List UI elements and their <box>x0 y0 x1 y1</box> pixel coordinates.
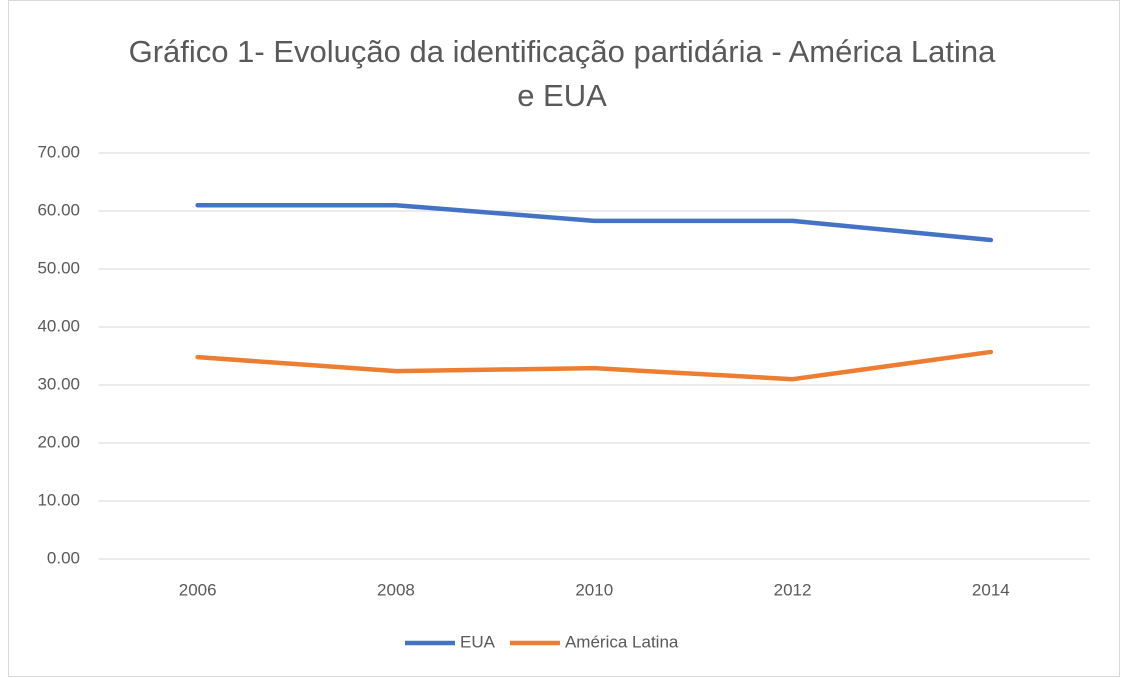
data-line <box>195 202 994 243</box>
data-line <box>195 349 994 382</box>
y-tick-label: 0.00 <box>47 548 80 567</box>
y-tick-label: 40.00 <box>37 316 80 335</box>
y-tick-label: 10.00 <box>37 490 80 509</box>
x-tick-label: 2010 <box>575 580 613 599</box>
y-tick-label: 50.00 <box>37 258 80 277</box>
y-tick-label: 70.00 <box>37 142 80 161</box>
x-tick-label: 2008 <box>377 580 415 599</box>
legend-label: América Latina <box>565 632 679 651</box>
chart-border <box>8 0 1120 677</box>
chart-title: Gráfico 1- Evolução da identificação par… <box>128 34 996 113</box>
y-tick-label: 20.00 <box>37 432 80 451</box>
x-tick-label: 2014 <box>972 580 1010 599</box>
y-tick-label: 60.00 <box>37 200 80 219</box>
x-tick-label: 2006 <box>179 580 217 599</box>
legend-label: EUA <box>460 632 496 651</box>
y-tick-label: 30.00 <box>37 374 80 393</box>
x-tick-label: 2012 <box>774 580 812 599</box>
